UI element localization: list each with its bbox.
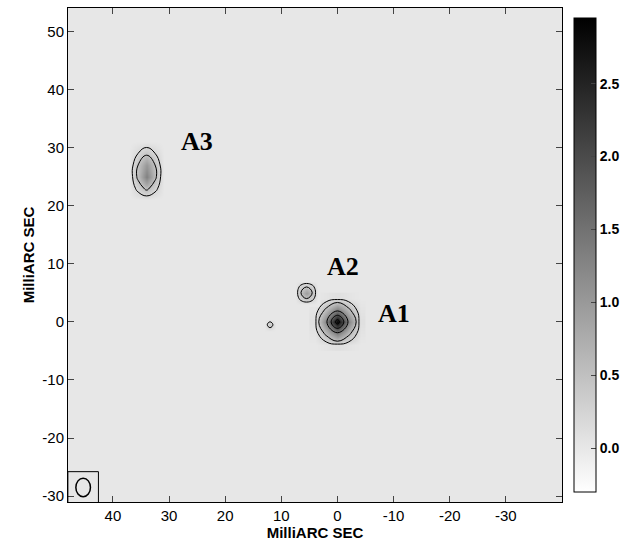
svg-text:10: 10 [273,507,290,524]
svg-text:MilliARC SEC: MilliARC SEC [20,207,37,304]
svg-text:20: 20 [47,197,64,214]
svg-text:-20: -20 [439,507,461,524]
svg-text:40: 40 [105,507,122,524]
svg-text:A2: A2 [327,252,359,281]
svg-text:40: 40 [47,81,64,98]
svg-text:-30: -30 [42,487,64,504]
svg-text:10: 10 [47,255,64,272]
svg-text:1.5: 1.5 [600,221,620,237]
svg-text:0.0: 0.0 [600,440,620,456]
svg-text:-10: -10 [383,507,405,524]
svg-text:2.0: 2.0 [600,148,620,164]
svg-text:-30: -30 [495,507,517,524]
svg-text:A3: A3 [181,127,213,156]
svg-text:30: 30 [47,139,64,156]
svg-text:30: 30 [161,507,178,524]
svg-text:-10: -10 [42,371,64,388]
svg-text:MilliARC SEC: MilliARC SEC [267,524,364,541]
svg-text:0.5: 0.5 [600,367,620,383]
svg-text:A1: A1 [378,299,410,328]
svg-text:-20: -20 [42,429,64,446]
svg-text:0: 0 [333,507,341,524]
svg-text:0: 0 [56,313,64,330]
svg-text:1.0: 1.0 [600,294,620,310]
svg-text:50: 50 [47,23,64,40]
svg-text:20: 20 [217,507,234,524]
svg-text:2.5: 2.5 [600,76,620,92]
